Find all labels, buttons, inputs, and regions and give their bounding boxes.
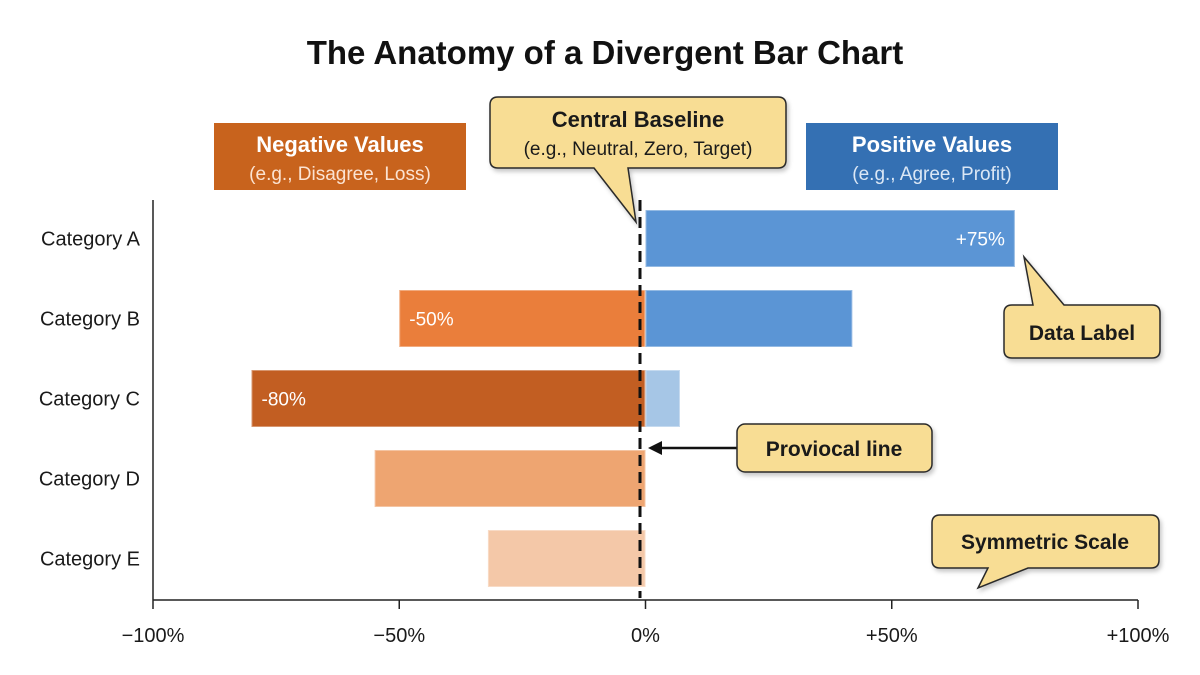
- category-label-category-e: Category E: [40, 549, 140, 571]
- category-label-category-a: Category A: [41, 229, 141, 251]
- x-tick-label: +100%: [1107, 625, 1170, 647]
- data-labels: +75% -50% -80%: [262, 230, 1005, 411]
- data-label-category-c: -80%: [262, 390, 306, 411]
- data-label-category-a: +75%: [956, 230, 1005, 251]
- bar-negative-category-d: [373, 449, 647, 508]
- chart-title: The Anatomy of a Divergent Bar Chart: [307, 34, 904, 71]
- callout-data-label: [1003, 254, 1161, 359]
- legend-negative-title: Negative Values: [256, 132, 424, 157]
- callout-symmetric-scale-bubble: [931, 514, 1160, 590]
- category-label-category-d: Category D: [39, 469, 140, 491]
- arrow-head-icon: [648, 441, 662, 455]
- callout-line-text: Proviocal line: [766, 438, 903, 461]
- callout-symmetric-scale-text: Symmetric Scale: [961, 531, 1129, 554]
- x-tick-label: −100%: [122, 625, 185, 647]
- legend-negative-box: [214, 123, 466, 190]
- callout-central-baseline-title: Central Baseline: [552, 107, 724, 132]
- callout-data-label-text: Data Label: [1029, 322, 1135, 345]
- x-tick-label: 0%: [631, 625, 660, 647]
- data-label-category-b: -50%: [409, 310, 453, 331]
- bars-group: [250, 209, 1016, 588]
- category-label-category-c: Category C: [39, 389, 140, 411]
- legend-negative: Negative Values (e.g., Disagree, Loss): [214, 123, 466, 190]
- x-tick-label: −50%: [373, 625, 425, 647]
- x-axis-ticks: −100% −50% 0% +50% +100%: [122, 600, 1170, 647]
- bar-positive-category-c: [644, 369, 681, 428]
- legend-positive: Positive Values (e.g., Agree, Profit): [806, 123, 1058, 190]
- callout-line-bubble: [736, 423, 933, 473]
- category-labels: Category A Category B Category C Category D…: [39, 229, 141, 571]
- legend-positive-title: Positive Values: [852, 132, 1012, 157]
- callout-central-baseline-subtitle: (e.g., Neutral, Zero, Target): [524, 139, 753, 160]
- callout-line: [736, 423, 933, 473]
- callout-central-baseline-bubble: [489, 96, 787, 225]
- bar-negative-category-b: [398, 289, 647, 348]
- bar-negative-category-c: [250, 369, 647, 428]
- bar-positive-category-b: [644, 289, 854, 348]
- callout-data-label-bubble: [1003, 254, 1161, 359]
- legend-positive-subtitle: (e.g., Agree, Profit): [852, 164, 1011, 185]
- bar-positive-category-a: [644, 209, 1016, 268]
- category-label-category-b: Category B: [40, 309, 140, 331]
- callout-central-baseline: [489, 96, 787, 225]
- legend-negative-subtitle: (e.g., Disagree, Loss): [249, 164, 431, 185]
- callout-symmetric-scale: [931, 514, 1160, 590]
- bar-negative-category-e: [486, 529, 647, 588]
- legend-positive-box: [806, 123, 1058, 190]
- x-tick-label: +50%: [866, 625, 918, 647]
